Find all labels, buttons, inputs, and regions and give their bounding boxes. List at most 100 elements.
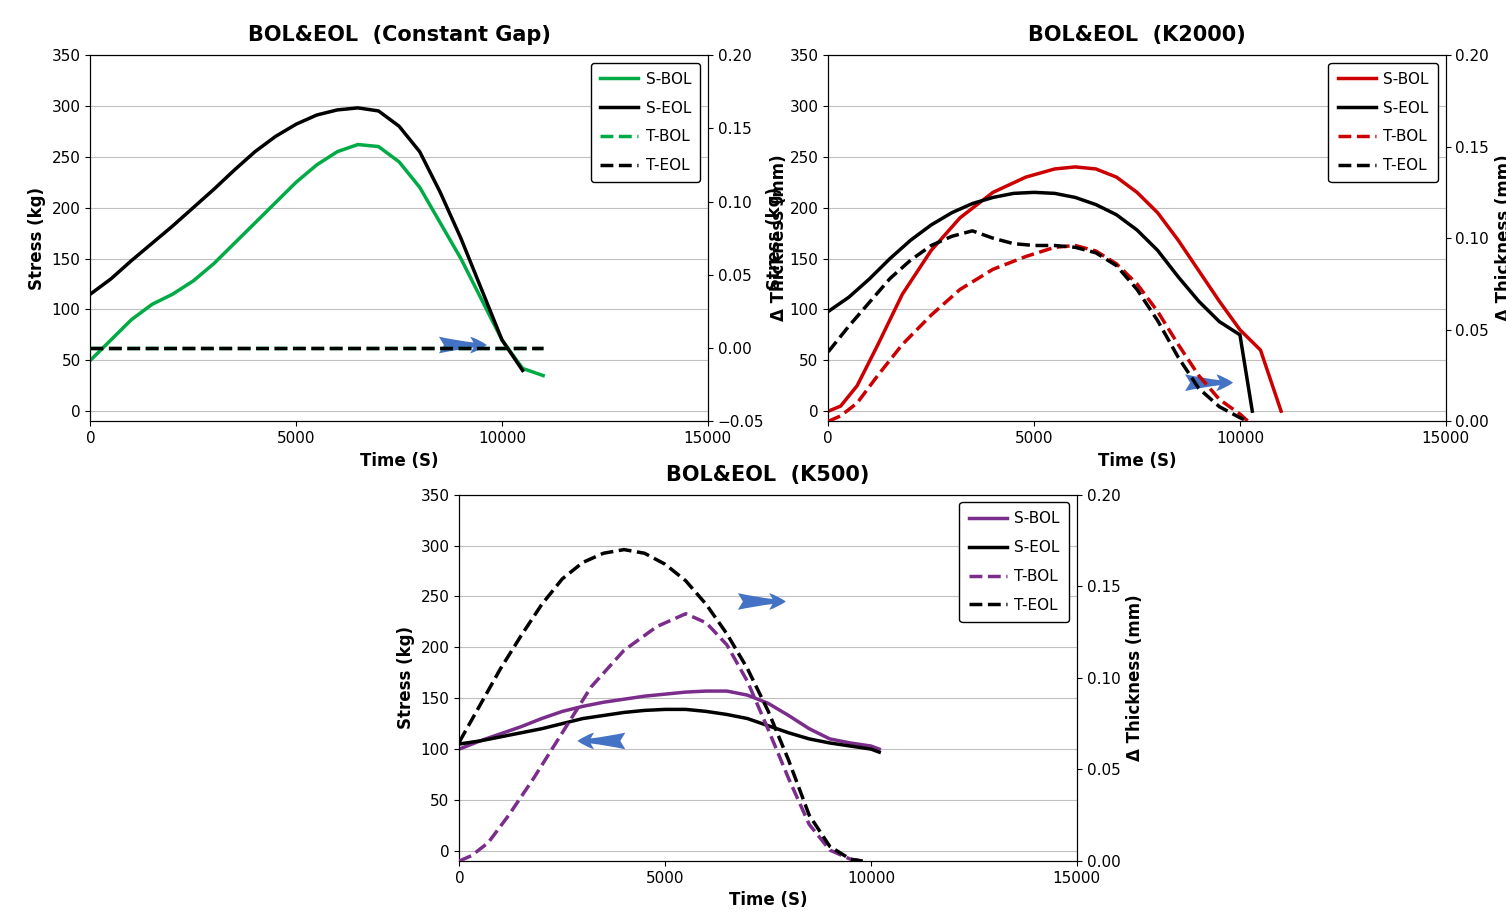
S-BOL xyxy=(81,354,99,365)
S-BOL xyxy=(122,314,140,325)
T-BOL xyxy=(1230,409,1248,420)
S-BOL xyxy=(553,706,571,717)
S-EOL xyxy=(245,147,264,158)
S-BOL xyxy=(1149,207,1167,218)
T-EOL xyxy=(821,841,839,852)
S-BOL xyxy=(491,728,509,739)
X-axis label: Time (S): Time (S) xyxy=(729,891,807,910)
T-EOL xyxy=(1230,412,1248,423)
S-BOL xyxy=(800,724,818,735)
T-EOL xyxy=(1149,315,1167,326)
S-EOL xyxy=(861,744,880,755)
S-EOL xyxy=(840,291,858,302)
T-EOL xyxy=(842,854,860,865)
Legend: S-BOL, S-EOL, T-BOL, T-EOL: S-BOL, S-EOL, T-BOL, T-EOL xyxy=(590,62,700,182)
T-EOL xyxy=(81,343,99,354)
S-EOL xyxy=(636,705,654,716)
S-BOL xyxy=(983,187,1001,198)
Legend: S-BOL, S-EOL, T-BOL, T-EOL: S-BOL, S-EOL, T-BOL, T-EOL xyxy=(1328,62,1438,182)
T-BOL xyxy=(1066,240,1084,251)
T-BOL xyxy=(500,810,518,821)
S-EOL xyxy=(657,703,675,714)
Title: BOL&EOL  (K500): BOL&EOL (K500) xyxy=(666,464,870,485)
T-BOL xyxy=(1169,339,1187,350)
Line: S-BOL: S-BOL xyxy=(459,691,880,749)
S-EOL xyxy=(491,731,509,742)
S-EOL xyxy=(349,103,367,114)
S-EOL xyxy=(902,234,920,245)
T-BOL xyxy=(1239,416,1258,427)
S-BOL xyxy=(574,701,592,712)
S-EOL xyxy=(860,273,878,284)
T-EOL xyxy=(819,346,837,357)
T-BOL xyxy=(553,727,571,738)
T-EOL xyxy=(738,663,756,674)
S-BOL xyxy=(390,157,408,168)
S-EOL xyxy=(697,706,715,717)
S-BOL xyxy=(267,197,285,208)
T-BOL xyxy=(1128,278,1146,289)
Line: T-EOL: T-EOL xyxy=(459,550,863,861)
T-BOL xyxy=(718,639,736,650)
X-axis label: Time (S): Time (S) xyxy=(1098,452,1176,470)
S-BOL xyxy=(1087,163,1105,174)
S-BOL xyxy=(614,693,633,704)
S-BOL xyxy=(657,689,675,700)
S-EOL xyxy=(205,184,223,195)
T-EOL xyxy=(471,700,489,711)
S-BOL xyxy=(431,217,449,228)
S-EOL xyxy=(780,727,798,738)
S-BOL xyxy=(842,737,860,748)
S-EOL xyxy=(842,740,860,751)
T-BOL xyxy=(535,343,553,354)
S-BOL xyxy=(676,687,694,698)
S-BOL xyxy=(893,289,911,300)
T-EOL xyxy=(636,548,654,559)
S-BOL xyxy=(1017,171,1035,182)
Title: BOL&EOL  (K2000): BOL&EOL (K2000) xyxy=(1029,25,1245,45)
S-EOL xyxy=(473,284,491,295)
S-EOL xyxy=(533,724,551,735)
S-BOL xyxy=(1169,234,1187,245)
S-BOL xyxy=(870,744,889,755)
S-BOL xyxy=(759,698,777,709)
T-EOL xyxy=(595,548,613,559)
T-EOL xyxy=(697,599,715,610)
T-EOL xyxy=(1107,260,1125,271)
S-EOL xyxy=(288,119,306,130)
T-BOL xyxy=(1149,306,1167,317)
S-BOL xyxy=(697,685,715,696)
S-EOL xyxy=(267,131,285,142)
S-BOL xyxy=(780,710,798,721)
T-EOL xyxy=(1045,240,1063,251)
S-EOL xyxy=(819,306,837,317)
T-BOL xyxy=(81,343,99,354)
S-EOL xyxy=(328,104,346,115)
T-BOL xyxy=(697,617,715,628)
T-BOL xyxy=(1017,251,1035,262)
S-BOL xyxy=(819,406,837,417)
Line: T-BOL: T-BOL xyxy=(459,614,863,861)
S-BOL xyxy=(1211,296,1229,307)
Line: S-EOL: S-EOL xyxy=(828,192,1253,411)
Legend: S-BOL, S-EOL, T-BOL, T-EOL: S-BOL, S-EOL, T-BOL, T-EOL xyxy=(959,502,1069,622)
S-BOL xyxy=(718,685,736,696)
Line: S-EOL: S-EOL xyxy=(90,108,523,370)
T-BOL xyxy=(893,339,911,350)
T-EOL xyxy=(1190,383,1208,394)
S-BOL xyxy=(831,400,849,411)
T-BOL xyxy=(983,264,1001,275)
T-EOL xyxy=(1005,238,1023,249)
S-BOL xyxy=(869,340,887,351)
T-EOL xyxy=(718,628,736,639)
S-EOL xyxy=(821,737,839,748)
S-BOL xyxy=(226,238,244,249)
T-EOL xyxy=(943,231,961,242)
S-EOL xyxy=(492,334,511,345)
S-EOL xyxy=(922,220,940,231)
T-BOL xyxy=(1045,242,1063,253)
S-BOL xyxy=(595,697,613,708)
T-EOL xyxy=(922,240,940,251)
T-EOL xyxy=(535,343,553,354)
S-EOL xyxy=(1169,271,1187,282)
